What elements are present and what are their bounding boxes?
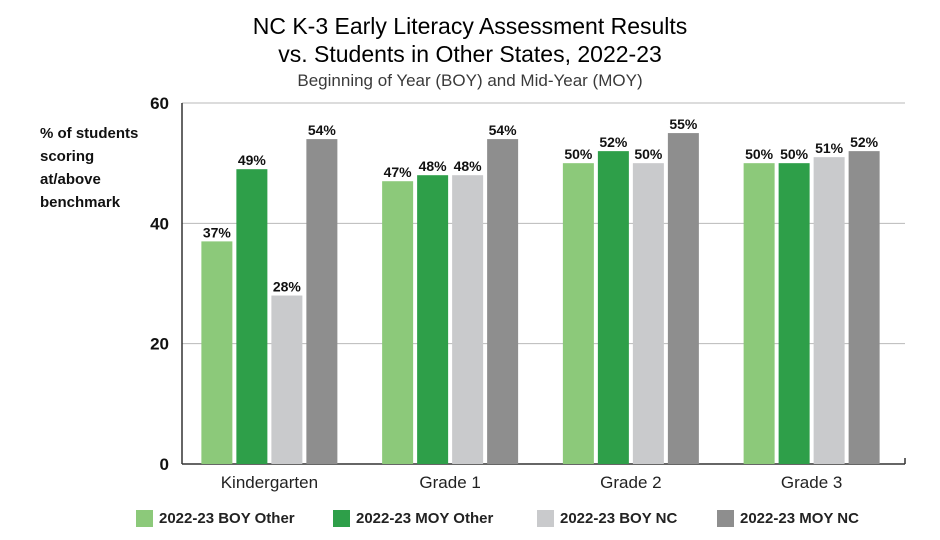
legend-label: 2022-23 MOY NC: [740, 510, 859, 527]
bar: [487, 139, 519, 464]
bar: [848, 151, 880, 464]
bar: [778, 163, 810, 464]
bar: [597, 151, 629, 464]
y-tick-label: 40: [150, 214, 169, 233]
bar: [743, 163, 775, 464]
bar: [562, 163, 594, 464]
y-tick-label: 0: [160, 455, 169, 474]
data-label: 37%: [203, 224, 232, 240]
legend-swatch: [537, 510, 554, 527]
legend-label: 2022-23 BOY NC: [560, 510, 678, 527]
legend-item: 2022-23 BOY Other: [136, 510, 295, 527]
data-label: 49%: [238, 152, 267, 168]
data-label: 50%: [780, 146, 809, 162]
bar: [271, 295, 303, 464]
legend-swatch: [136, 510, 153, 527]
chart-title-line-2: vs. Students in Other States, 2022-23: [278, 41, 662, 67]
bar: [452, 175, 484, 464]
data-label: 55%: [669, 116, 698, 132]
data-label: 50%: [634, 146, 663, 162]
data-label: 50%: [745, 146, 774, 162]
legend: 2022-23 BOY Other 2022-23 MOY Other 2022-2…: [0, 510, 940, 534]
data-label: 54%: [308, 122, 337, 138]
y-axis-label-line: scoring: [40, 148, 95, 165]
x-category-label: Grade 1: [419, 473, 480, 492]
y-axis-label-line: % of students: [40, 125, 139, 142]
data-label: 52%: [599, 134, 628, 150]
bar: [813, 157, 845, 464]
y-axis-label-line: benchmark: [40, 194, 121, 211]
legend-swatch: [717, 510, 734, 527]
data-label: 50%: [564, 146, 593, 162]
bar: [382, 181, 414, 464]
bar: [306, 139, 338, 464]
bar: [201, 241, 233, 464]
x-category-label: Kindergarten: [221, 473, 318, 492]
data-label: 52%: [850, 134, 879, 150]
data-label: 48%: [419, 158, 448, 174]
legend-item: 2022-23 MOY Other: [333, 510, 493, 527]
legend-item: 2022-23 BOY NC: [537, 510, 677, 527]
bar: [236, 169, 268, 464]
x-category-label: Grade 3: [781, 473, 842, 492]
data-label: 54%: [489, 122, 518, 138]
y-axis-label-line: at/above: [40, 171, 101, 188]
legend-swatch: [333, 510, 350, 527]
legend-label: 2022-23 MOY Other: [356, 510, 494, 527]
data-label: 47%: [384, 164, 413, 180]
y-tick-label: 20: [150, 335, 169, 354]
chart-title-line-1: NC K-3 Early Literacy Assessment Results: [252, 13, 688, 39]
legend-label: 2022-23 BOY Other: [159, 510, 295, 527]
data-label: 28%: [273, 279, 302, 295]
data-label: 48%: [454, 158, 483, 174]
data-label: 51%: [815, 140, 844, 156]
bar: [632, 163, 664, 464]
chart-subtitle: Beginning of Year (BOY) and Mid-Year (MO…: [297, 71, 643, 90]
bar: [417, 175, 449, 464]
legend-item: 2022-23 MOY NC: [717, 510, 859, 527]
x-category-label: Grade 2: [600, 473, 661, 492]
bar: [667, 133, 699, 465]
y-axis-label: % of students scoring at/above benchmark: [40, 122, 170, 214]
y-tick-label: 60: [150, 94, 169, 113]
